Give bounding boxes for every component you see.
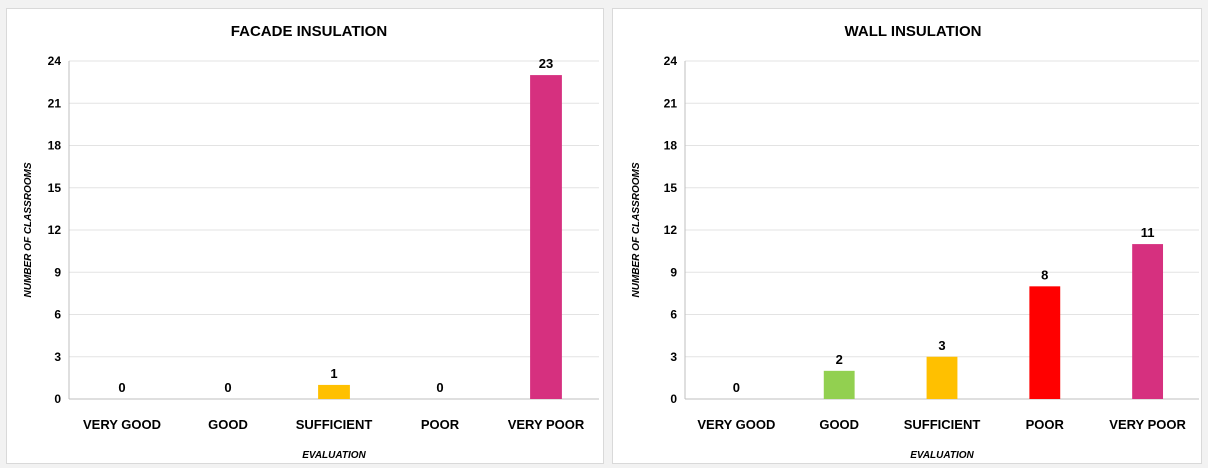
y-tick-label: 15	[48, 181, 62, 195]
data-label: 11	[1141, 225, 1155, 240]
y-tick-label: 6	[670, 308, 677, 322]
bar	[1132, 244, 1164, 399]
x-axis-title: EVALUATION	[302, 450, 366, 461]
data-label: 0	[118, 380, 125, 395]
y-tick-label: 12	[664, 223, 678, 237]
y-tick-label: 3	[670, 350, 677, 364]
y-tick-label: 12	[48, 223, 62, 237]
facade-insulation-chart-svg: FACADE INSULATION 0 3 6 9 12 15 18 21 24 0 VERY GOO…	[23, 23, 599, 461]
y-axis-title: NUMBER OF CLASSROOMS	[631, 162, 642, 297]
bar	[823, 370, 855, 399]
y-tick-label: 18	[664, 139, 678, 153]
y-axis-title: NUMBER OF CLASSROOMS	[23, 162, 34, 297]
facade-insulation-chart: FACADE INSULATION 0 3 6 9 12 15 18 21 24 0 VERY GOO…	[6, 8, 604, 464]
chart-title: FACADE INSULATION	[231, 23, 387, 40]
y-tick-label: 9	[670, 265, 677, 279]
bar	[926, 356, 958, 399]
x-category-label: VERY GOOD	[697, 417, 775, 432]
x-category-label: GOOD	[208, 417, 248, 432]
bar	[1029, 286, 1061, 399]
data-label: 3	[938, 338, 945, 353]
y-tick-label: 9	[54, 265, 61, 279]
x-category-label: SUFFICIENT	[296, 417, 373, 432]
y-tick-label: 21	[664, 96, 678, 110]
x-category-label: GOOD	[819, 417, 859, 432]
y-tick-label: 6	[54, 308, 61, 322]
x-category-label: SUFFICIENT	[904, 417, 981, 432]
bar	[318, 384, 350, 399]
y-tick-label: 15	[664, 181, 678, 195]
x-category-label: POOR	[1026, 417, 1065, 432]
data-label: 0	[436, 380, 443, 395]
chart-title: WALL INSULATION	[845, 23, 982, 40]
y-tick-label: 24	[664, 54, 678, 68]
wall-insulation-chart-svg: WALL INSULATION 0 3 6 9 12 15 18 21 24 0 VERY GOOD 2…	[631, 23, 1199, 461]
x-category-label: VERY POOR	[1109, 417, 1186, 432]
x-axis-title: EVALUATION	[910, 450, 974, 461]
x-category-label: VERY POOR	[508, 417, 585, 432]
y-tick-label: 21	[48, 96, 62, 110]
data-label: 2	[836, 352, 843, 367]
data-label: 8	[1041, 267, 1048, 282]
data-label: 23	[539, 56, 553, 71]
y-tick-label: 3	[54, 350, 61, 364]
y-tick-label: 0	[670, 392, 677, 406]
bar	[530, 75, 562, 399]
x-category-label: VERY GOOD	[83, 417, 161, 432]
data-label: 0	[224, 380, 231, 395]
data-label: 0	[733, 380, 740, 395]
y-tick-label: 0	[54, 392, 61, 406]
wall-insulation-chart: WALL INSULATION 0 3 6 9 12 15 18 21 24 0 VERY GOOD 2…	[612, 8, 1202, 464]
data-label: 1	[330, 366, 337, 381]
y-tick-label: 18	[48, 139, 62, 153]
x-category-label: POOR	[421, 417, 460, 432]
y-tick-label: 24	[48, 54, 62, 68]
